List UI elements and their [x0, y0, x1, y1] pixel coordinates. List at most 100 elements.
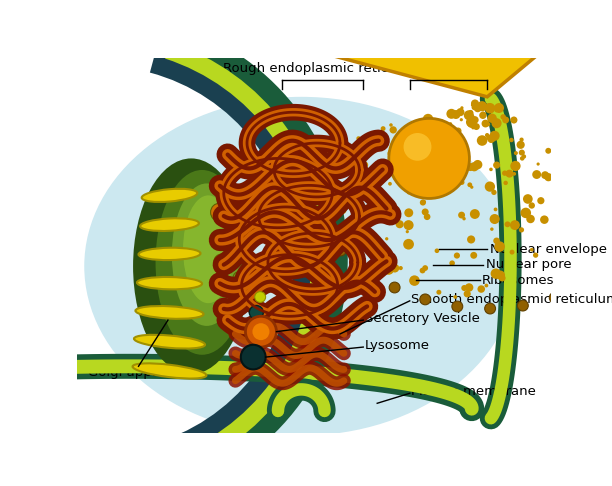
Circle shape — [308, 156, 313, 161]
Circle shape — [496, 271, 505, 280]
Circle shape — [574, 264, 583, 273]
Circle shape — [430, 135, 438, 142]
Circle shape — [358, 186, 368, 195]
Circle shape — [418, 164, 422, 168]
Circle shape — [460, 118, 463, 122]
Circle shape — [485, 181, 495, 192]
Circle shape — [344, 236, 350, 242]
Circle shape — [470, 252, 477, 259]
Circle shape — [385, 237, 389, 241]
Circle shape — [436, 290, 441, 295]
Circle shape — [438, 119, 444, 125]
Circle shape — [558, 211, 562, 215]
Circle shape — [556, 242, 566, 251]
Circle shape — [499, 275, 506, 281]
Circle shape — [216, 231, 231, 247]
Circle shape — [454, 253, 460, 259]
Circle shape — [504, 222, 510, 227]
Circle shape — [512, 172, 516, 176]
Circle shape — [221, 281, 234, 295]
Circle shape — [561, 198, 571, 207]
Circle shape — [409, 276, 420, 286]
Circle shape — [477, 135, 487, 146]
Circle shape — [544, 173, 553, 181]
Circle shape — [521, 155, 526, 159]
Circle shape — [422, 208, 428, 215]
Circle shape — [354, 166, 363, 175]
Circle shape — [455, 147, 465, 156]
Circle shape — [214, 254, 231, 271]
Circle shape — [388, 182, 392, 186]
Circle shape — [339, 207, 346, 214]
Circle shape — [461, 285, 468, 291]
Text: Rough endoplasmic reticulum: Rough endoplasmic reticulum — [223, 62, 422, 75]
Circle shape — [510, 250, 515, 255]
Circle shape — [405, 208, 413, 217]
Circle shape — [211, 203, 229, 222]
Circle shape — [471, 100, 479, 107]
Circle shape — [407, 191, 410, 194]
Circle shape — [462, 217, 466, 220]
Circle shape — [501, 114, 506, 120]
Wedge shape — [168, 24, 348, 486]
Circle shape — [453, 295, 457, 299]
Ellipse shape — [133, 158, 249, 374]
Circle shape — [317, 159, 326, 168]
Text: Plasma membrane: Plasma membrane — [411, 385, 536, 398]
Circle shape — [229, 248, 242, 261]
Circle shape — [380, 163, 386, 169]
Circle shape — [491, 118, 494, 122]
Circle shape — [449, 260, 455, 266]
Circle shape — [567, 252, 570, 256]
Circle shape — [460, 154, 468, 161]
Circle shape — [493, 238, 500, 244]
Circle shape — [282, 164, 293, 174]
Ellipse shape — [172, 183, 242, 326]
Ellipse shape — [155, 170, 248, 355]
Circle shape — [403, 133, 431, 161]
Circle shape — [460, 106, 463, 109]
Text: Nuclear envelope: Nuclear envelope — [490, 243, 606, 256]
Circle shape — [537, 162, 540, 166]
Circle shape — [420, 199, 426, 206]
Circle shape — [324, 198, 331, 205]
Circle shape — [486, 136, 490, 140]
Circle shape — [491, 268, 501, 279]
Circle shape — [485, 103, 495, 114]
Ellipse shape — [133, 364, 206, 379]
Circle shape — [423, 114, 433, 124]
Circle shape — [345, 184, 349, 188]
Circle shape — [245, 316, 277, 347]
Circle shape — [591, 202, 599, 209]
Circle shape — [446, 109, 457, 119]
Circle shape — [488, 137, 494, 143]
Circle shape — [474, 104, 482, 112]
Circle shape — [521, 208, 531, 218]
Circle shape — [510, 117, 518, 123]
Circle shape — [519, 150, 525, 156]
Circle shape — [520, 156, 524, 161]
Circle shape — [533, 253, 539, 258]
Circle shape — [517, 141, 524, 149]
Ellipse shape — [140, 218, 199, 231]
Circle shape — [464, 290, 471, 297]
Circle shape — [324, 151, 330, 156]
Circle shape — [452, 148, 462, 158]
Circle shape — [455, 127, 461, 134]
Circle shape — [553, 272, 562, 282]
Circle shape — [565, 259, 571, 265]
Circle shape — [502, 171, 507, 176]
Circle shape — [608, 262, 612, 273]
Circle shape — [422, 200, 426, 204]
Circle shape — [509, 138, 513, 142]
Circle shape — [362, 149, 366, 153]
Circle shape — [523, 194, 532, 204]
Circle shape — [537, 197, 545, 204]
Circle shape — [468, 110, 473, 115]
Text: Smooth endoplasmic reticulum: Smooth endoplasmic reticulum — [411, 293, 612, 306]
Text: Golgi apparatus: Golgi apparatus — [88, 366, 194, 379]
Ellipse shape — [183, 195, 233, 303]
Wedge shape — [165, 42, 329, 474]
Circle shape — [441, 150, 449, 159]
Circle shape — [376, 195, 381, 200]
